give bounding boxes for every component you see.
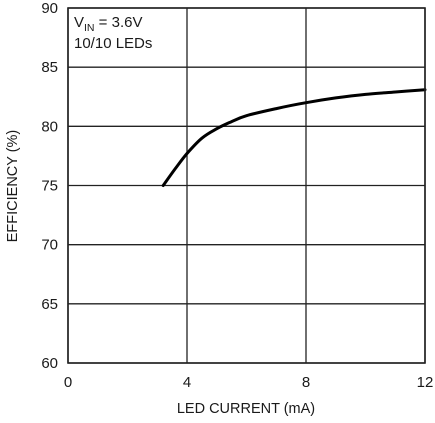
y-tick-label: 70 (41, 237, 58, 254)
x-tick-label: 8 (302, 374, 310, 391)
y-tick-label: 60 (41, 355, 58, 372)
x-axis-label: LED CURRENT (mA) (177, 401, 315, 417)
x-tick-label: 0 (64, 374, 72, 391)
y-tick-label: 65 (41, 296, 58, 313)
conditions-annotation: VIN = 3.6V 10/10 LEDs (74, 14, 152, 52)
grid (67, 7, 426, 364)
series-layer (161, 88, 427, 187)
vin-subscript: IN (84, 22, 95, 34)
leds-annotation: 10/10 LEDs (74, 35, 152, 52)
y-tick-labels: 60 65 70 75 80 85 90 (41, 0, 58, 372)
y-axis-label: EFFICIENCY (%) (5, 130, 21, 243)
vin-symbol: V (74, 14, 84, 31)
x-tick-label: 12 (417, 374, 434, 391)
y-tick-label: 90 (41, 0, 58, 17)
x-tick-label: 4 (183, 374, 191, 391)
x-tick-labels: 0 4 8 12 (64, 374, 434, 391)
vin-value: = 3.6V (95, 14, 143, 31)
y-tick-label: 80 (41, 118, 58, 135)
efficiency-curve (161, 88, 427, 187)
vin-annotation: VIN = 3.6V (74, 14, 142, 34)
y-tick-label: 85 (41, 59, 58, 76)
y-tick-label: 75 (41, 178, 58, 195)
plot-frame (67, 7, 426, 364)
